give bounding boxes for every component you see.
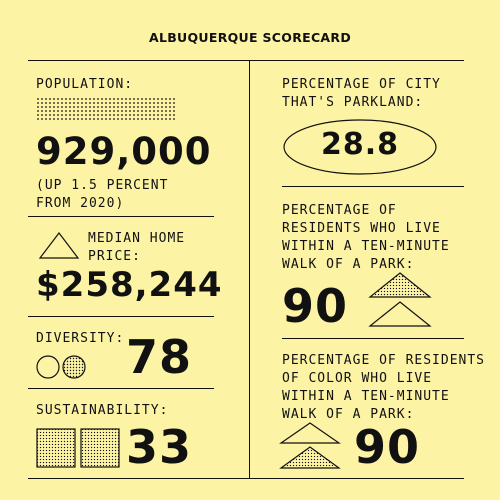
color-park-walk-label: PERCENTAGE OF RESIDENTS OF COLOR WHO LIV… xyxy=(282,353,486,422)
sustainability-label: SUSTAINABILITY: xyxy=(36,403,169,418)
header-divider xyxy=(28,60,464,62)
stacked-triangles-icon xyxy=(368,272,432,327)
park-walk-label: PERCENTAGE OF RESIDENTS WHO LIVE WITHIN … xyxy=(282,203,450,272)
divider xyxy=(282,338,464,340)
divider xyxy=(28,388,214,390)
park-walk-value: 90 xyxy=(282,279,349,333)
sustainability-value: 33 xyxy=(126,420,193,474)
divider xyxy=(28,316,214,318)
home-price-value: $258,244 xyxy=(36,265,223,305)
ellipse-icon xyxy=(283,119,437,175)
stacked-triangles-icon xyxy=(279,422,341,469)
parkland-label: PERCENTAGE OF CITY THAT'S PARKLAND: xyxy=(282,77,441,110)
triangle-icon xyxy=(38,232,80,259)
diversity-value: 78 xyxy=(126,330,193,384)
divider xyxy=(282,186,464,188)
population-note: (UP 1.5 PERCENT FROM 2020) xyxy=(36,178,169,211)
squares-icon xyxy=(36,428,120,468)
population-value: 929,000 xyxy=(36,130,212,173)
diversity-label: DIVERSITY: xyxy=(36,331,125,346)
divider xyxy=(28,216,214,218)
column-divider xyxy=(249,60,251,478)
population-label: POPULATION: xyxy=(36,77,134,92)
home-price-label: MEDIAN HOME PRICE: xyxy=(88,231,186,264)
circles-icon xyxy=(36,355,86,379)
parkland-value: 28.8 xyxy=(320,127,400,162)
footer-divider xyxy=(28,478,464,480)
dot-pattern-icon xyxy=(36,97,176,121)
color-park-walk-value: 90 xyxy=(354,420,421,474)
page-title: ALBUQUERQUE SCORECARD xyxy=(148,30,352,45)
